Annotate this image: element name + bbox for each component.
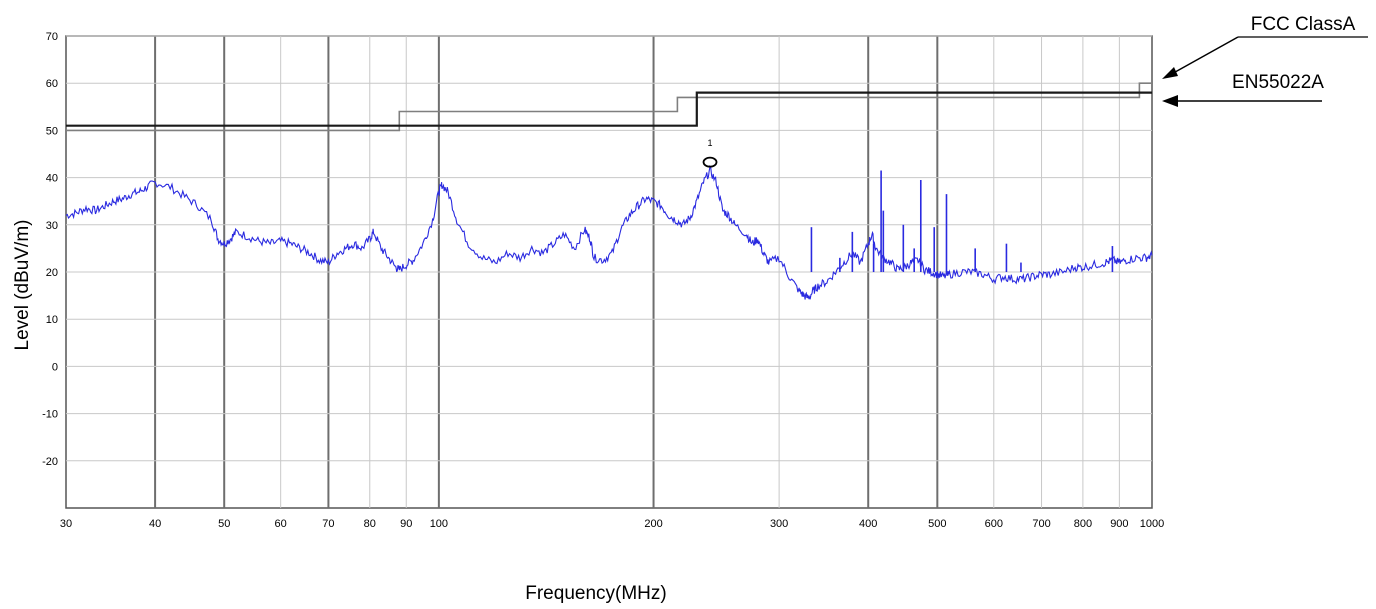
legend-fcc-arrow-line bbox=[1167, 36, 1239, 77]
legend-en-arrowhead bbox=[1162, 95, 1178, 107]
y-tick-label: 50 bbox=[46, 125, 58, 137]
x-tick-label: 700 bbox=[1032, 518, 1050, 530]
x-tick-label: 500 bbox=[928, 518, 946, 530]
data-series bbox=[65, 164, 1153, 301]
x-tick-label: 600 bbox=[985, 518, 1003, 530]
legend: FCC ClassA EN55022A bbox=[1162, 14, 1368, 107]
y-tick-label: 40 bbox=[46, 173, 58, 185]
grid bbox=[66, 35, 1152, 508]
y-tick-label: 0 bbox=[52, 361, 58, 373]
x-tick-label: 30 bbox=[60, 518, 72, 530]
legend-fcc-classa: FCC ClassA bbox=[1251, 14, 1356, 35]
limit-line-en55022a bbox=[66, 91, 1152, 127]
y-tick-label: 70 bbox=[46, 31, 58, 43]
x-tick-label: 900 bbox=[1110, 518, 1128, 530]
y-tick-label: -10 bbox=[42, 409, 58, 421]
x-tick-label: 90 bbox=[400, 518, 412, 530]
y-axis-label: Level (dBuV/m) bbox=[12, 220, 33, 351]
x-axis-label: Frequency(MHz) bbox=[525, 583, 666, 604]
x-tick-label: 400 bbox=[859, 518, 877, 530]
y-tick-label: -20 bbox=[42, 456, 58, 468]
x-tick-label: 40 bbox=[149, 518, 161, 530]
peak-marker bbox=[702, 156, 718, 168]
limit-lines bbox=[66, 82, 1152, 132]
y-tick-label: 10 bbox=[46, 314, 58, 326]
legend-fcc-arrowhead bbox=[1162, 67, 1178, 79]
y-tick-label: 20 bbox=[46, 267, 58, 279]
x-tick-label: 100 bbox=[430, 518, 448, 530]
legend-en55022a: EN55022A bbox=[1232, 72, 1324, 93]
peak-marker-label: 1 bbox=[708, 138, 713, 148]
peak-markers: 1 bbox=[702, 138, 718, 168]
x-tick-label: 300 bbox=[770, 518, 788, 530]
y-tick-label: 30 bbox=[46, 220, 58, 232]
x-tick-label: 50 bbox=[218, 518, 230, 530]
x-tick-label: 200 bbox=[644, 518, 662, 530]
x-tick-label: 80 bbox=[364, 518, 376, 530]
tick-labels: 30 40 50 60 70 80 90 100 200 300 400 500 600 700 800 90… bbox=[42, 31, 1164, 530]
x-tick-label: 1000 bbox=[1140, 518, 1164, 530]
x-tick-label: 800 bbox=[1074, 518, 1092, 530]
x-tick-label: 70 bbox=[322, 518, 334, 530]
limit-line-fcc-classa bbox=[66, 82, 1152, 132]
x-tick-label: 60 bbox=[275, 518, 287, 530]
y-tick-label: 60 bbox=[46, 78, 58, 90]
